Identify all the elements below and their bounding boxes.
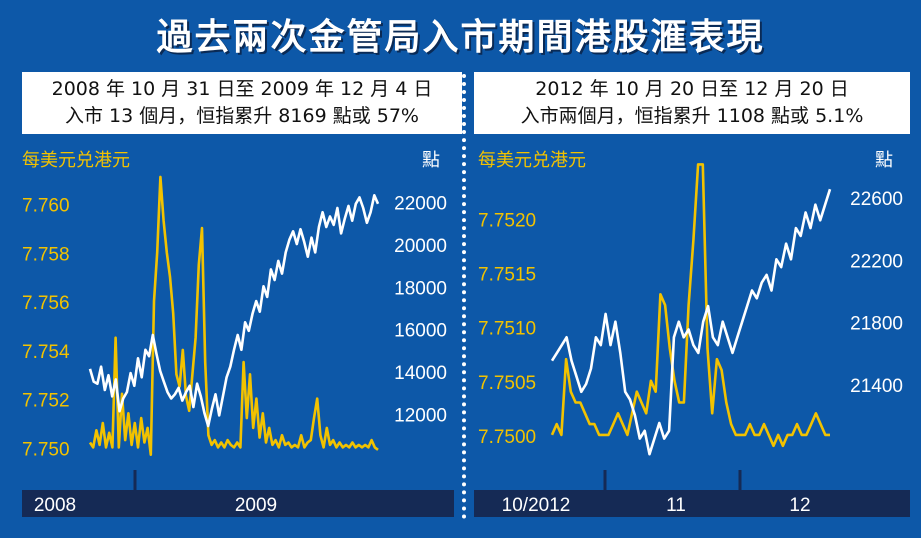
left-tick-label: 7.754 bbox=[22, 342, 70, 363]
right-tick-label: 12000 bbox=[394, 405, 447, 426]
caption-line-2: 入市兩個月，恒指累升 1108 點或 5.1% bbox=[520, 105, 864, 127]
right-tick-label: 22600 bbox=[850, 189, 903, 210]
right-tick-label: 22200 bbox=[850, 251, 903, 272]
left-tick-label: 7.758 bbox=[22, 244, 70, 265]
panel-divider bbox=[462, 74, 466, 519]
right-tick-label: 22000 bbox=[394, 194, 447, 215]
right-tick-label: 14000 bbox=[394, 363, 447, 384]
left-tick-label: 7.7515 bbox=[478, 265, 536, 286]
x-tick-label: 11 bbox=[666, 495, 686, 516]
hang-seng-line bbox=[550, 188, 832, 456]
hang-seng-line bbox=[88, 194, 380, 428]
chart-panel-2008: 2008 年 10 月 31 日至 2009 年 12 月 4 日 入市 13 … bbox=[22, 72, 462, 517]
x-tick-label: 12 bbox=[789, 495, 810, 516]
caption-line-1: 2012 年 10 月 20 日至 12 月 20 日 bbox=[535, 78, 849, 100]
page-title: 過去兩次金管局入市期間港股滙表現 bbox=[156, 16, 765, 58]
right-tick-label: 21400 bbox=[850, 376, 903, 397]
left-axis-title: 每美元兑港元 bbox=[22, 150, 130, 171]
x-tick-label: 2008 bbox=[34, 495, 76, 516]
x-tick-label: 2009 bbox=[235, 495, 277, 516]
left-tick-label: 7.750 bbox=[22, 439, 70, 460]
time-axis-bar bbox=[22, 490, 454, 517]
left-tick-label: 7.7500 bbox=[478, 427, 536, 448]
left-axis-title: 每美元兑港元 bbox=[478, 150, 586, 171]
caption-line-1: 2008 年 10 月 31 日至 2009 年 12 月 4 日 bbox=[51, 78, 433, 100]
chart-panel-2012: 2012 年 10 月 20 日至 12 月 20 日 入市兩個月，恒指累升 1… bbox=[474, 72, 910, 517]
chart-caption: 2008 年 10 月 31 日至 2009 年 12 月 4 日 入市 13 … bbox=[22, 72, 462, 134]
left-tick-label: 7.7505 bbox=[478, 373, 536, 394]
left-tick-label: 7.752 bbox=[22, 391, 70, 412]
chart-caption: 2012 年 10 月 20 日至 12 月 20 日 入市兩個月，恒指累升 1… bbox=[474, 72, 910, 134]
right-tick-label: 18000 bbox=[394, 278, 447, 299]
right-axis-title: 點 bbox=[422, 150, 440, 171]
left-tick-label: 7.7520 bbox=[478, 211, 536, 232]
left-tick-label: 7.760 bbox=[22, 196, 70, 217]
right-tick-label: 16000 bbox=[394, 321, 447, 342]
left-tick-label: 7.756 bbox=[22, 293, 70, 314]
hkd-rate-line bbox=[88, 175, 379, 457]
hkd-rate-line bbox=[550, 163, 830, 448]
right-tick-label: 20000 bbox=[394, 236, 447, 257]
x-tick-label: 10/2012 bbox=[502, 495, 571, 516]
right-axis-title: 點 bbox=[875, 150, 893, 171]
left-tick-label: 7.7510 bbox=[478, 319, 536, 340]
caption-line-2: 入市 13 個月，恒指累升 8169 點或 57% bbox=[65, 105, 419, 127]
time-axis-bar bbox=[474, 490, 910, 517]
right-tick-label: 21800 bbox=[850, 314, 903, 335]
